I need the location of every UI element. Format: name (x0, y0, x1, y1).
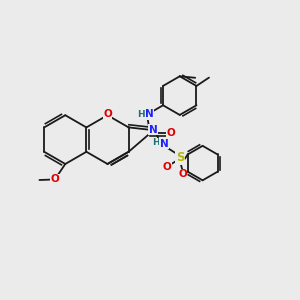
Text: H: H (152, 138, 160, 147)
Text: N: N (145, 109, 154, 119)
Text: S: S (176, 151, 184, 164)
Text: H: H (137, 110, 144, 119)
Text: N: N (148, 125, 158, 135)
Text: O: O (50, 174, 59, 184)
Text: O: O (178, 169, 187, 179)
Text: N: N (160, 139, 169, 149)
Text: O: O (166, 128, 175, 138)
Text: O: O (103, 109, 112, 119)
Text: O: O (162, 162, 171, 172)
